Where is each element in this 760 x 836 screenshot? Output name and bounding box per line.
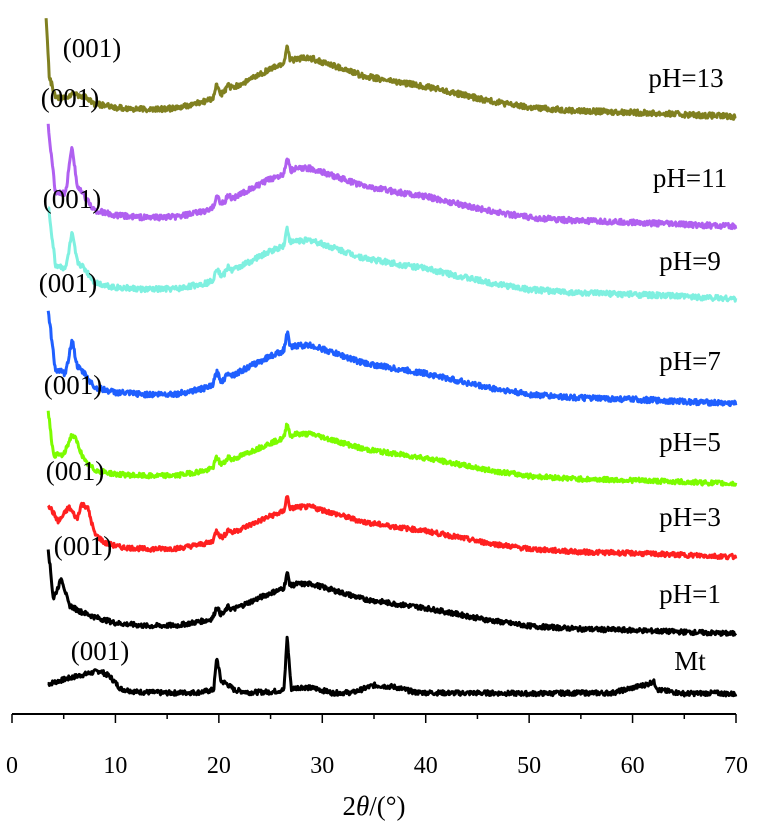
peak-label-001: (001)	[46, 456, 104, 486]
series-line-ph-3	[47, 495, 738, 561]
x-tick-label: 10	[103, 753, 127, 779]
series-label-ph-3: pH=3	[659, 502, 721, 532]
x-tick-label: 50	[517, 753, 541, 779]
peak-label-001: (001)	[43, 184, 101, 214]
series-line-ph-1	[46, 549, 738, 637]
series-labels-layer: Mt pH=1 pH=3 pH=5 pH=7 pH=9 pH=11 pH=13	[648, 63, 727, 676]
peak-labels-layer: (001) (001) (001) (001) (001) (001) (001) (001)	[39, 33, 129, 666]
x-axis-title-prefix: 2	[342, 791, 356, 821]
series-label-ph-9: pH=9	[659, 246, 721, 276]
series-label-ph-7: pH=7	[659, 346, 721, 376]
series-label-ph-5: pH=5	[659, 427, 721, 457]
series-line-ph-5	[46, 410, 738, 487]
x-axis: 0 10 20 30 40 50 60 70	[6, 713, 748, 779]
series-line-ph-13	[44, 18, 737, 121]
peak-label-001: (001)	[39, 268, 97, 298]
x-axis-title: 2θ/(°)	[342, 791, 405, 821]
series-label-mt: Mt	[674, 646, 706, 676]
x-tick-label: 0	[6, 753, 18, 779]
curves-layer	[44, 18, 738, 698]
peak-label-001: (001)	[41, 83, 99, 113]
peak-label-001: (001)	[71, 636, 129, 666]
series-label-ph-11: pH=11	[653, 163, 727, 193]
x-tick-label: 70	[724, 753, 748, 779]
series-label-ph-1: pH=1	[659, 579, 721, 609]
x-axis-title-suffix: /(°)	[369, 791, 405, 821]
series-line-ph-11	[46, 123, 738, 231]
x-tick-label: 30	[310, 753, 334, 779]
series-line-mt	[47, 635, 738, 698]
series-line-ph-7	[46, 310, 738, 408]
series-label-ph-13: pH=13	[648, 63, 723, 93]
x-tick-label: 20	[207, 753, 231, 779]
series-line-ph-9	[47, 206, 738, 303]
peak-label-001: (001)	[54, 531, 112, 561]
x-tick-label: 40	[414, 753, 438, 779]
x-axis-title-theta: θ	[356, 791, 369, 821]
peak-label-001: (001)	[44, 370, 102, 400]
peak-label-001: (001)	[63, 33, 121, 63]
x-tick-label: 60	[621, 753, 645, 779]
